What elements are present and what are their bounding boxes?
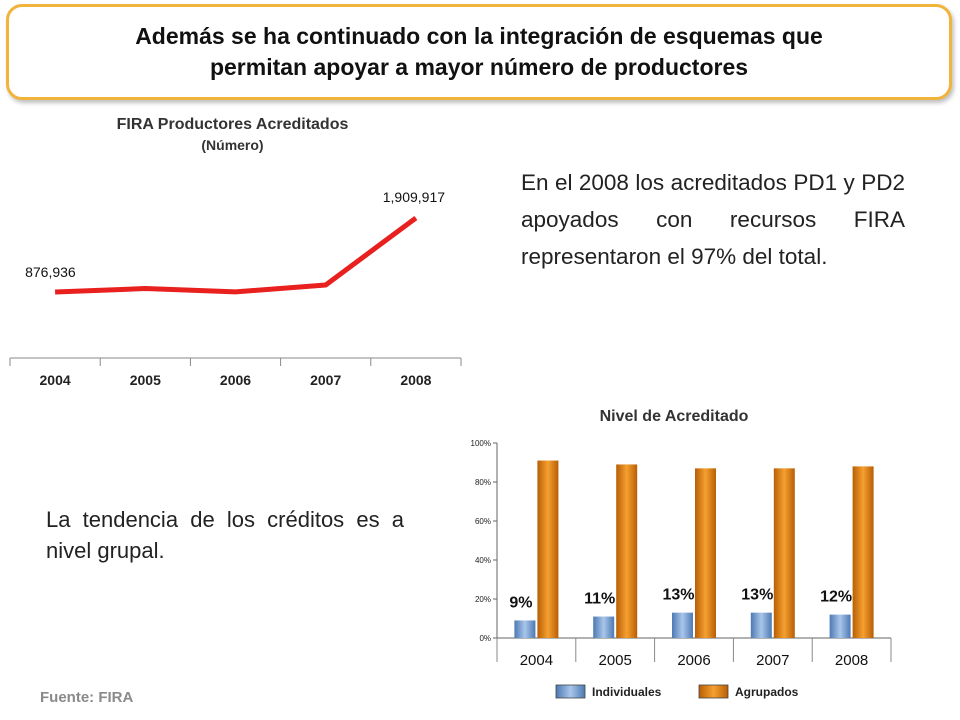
bar-agrupados — [852, 466, 874, 638]
bar-chart-y-tick-label: 100% — [471, 439, 491, 448]
line-chart-subtitle: (Número) — [201, 137, 264, 153]
bar-chart-y-tick-label: 0% — [479, 634, 491, 643]
legend-swatch — [555, 684, 586, 699]
bar-chart-tick-label: 2005 — [599, 652, 632, 669]
bar-data-label: 11% — [584, 591, 615, 608]
legend-label: Individuales — [592, 685, 662, 699]
bar-chart-y-tick-label: 60% — [475, 517, 491, 526]
bar-individuales — [750, 612, 772, 638]
bar-chart-title: Nivel de Acreditado — [599, 408, 749, 425]
bar-individuales — [829, 614, 851, 638]
line-chart-tick-label: 2007 — [310, 372, 341, 388]
legend-swatch — [698, 684, 729, 699]
bar-agrupados — [616, 464, 638, 638]
line-data-label: 1,909,917 — [383, 189, 445, 205]
headline-banner: Además se ha continuado con la integraci… — [6, 4, 952, 100]
source-note: Fuente: FIRA — [40, 689, 134, 706]
headline-line-1: Además se ha continuado con la integraci… — [135, 23, 823, 49]
bar-agrupados — [773, 468, 795, 638]
bar-individuales — [514, 620, 536, 638]
line-chart-tick-label: 2005 — [130, 372, 161, 388]
bar-data-label: 9% — [509, 594, 532, 611]
bar-agrupados — [537, 460, 559, 638]
bar-chart-tick-label: 2008 — [835, 652, 868, 669]
bar-agrupados — [695, 468, 716, 638]
bar-chart-y-tick-label: 20% — [475, 595, 491, 604]
line-chart-tick-label: 2006 — [220, 372, 251, 388]
line-chart-tick-label: 2008 — [400, 372, 431, 388]
bar-individuales — [593, 616, 615, 638]
bar-chart-tick-label: 2007 — [756, 652, 789, 669]
bar-data-label: 13% — [662, 587, 694, 604]
line-data-label: 876,936 — [25, 264, 76, 280]
line-chart-tick-label: 2004 — [40, 372, 71, 388]
bar-chart-tick-label: 2004 — [520, 652, 553, 669]
trend-paragraph: La tendencia de los créditos es a nivel … — [46, 507, 404, 563]
bar-data-label: 13% — [741, 587, 773, 604]
legend-label: Agrupados — [735, 685, 799, 699]
line-series — [55, 215, 418, 295]
bar-chart-y-tick-label: 80% — [475, 478, 491, 487]
line-chart-title: FIRA Productores Acreditados — [116, 116, 349, 133]
headline-line-2: permitan apoyar a mayor número de produc… — [209, 54, 749, 80]
summary-paragraph: En el 2008 los acreditados PD1 y PD2 apo… — [521, 170, 905, 269]
bar-individuales — [672, 612, 693, 638]
bar-data-label: 12% — [820, 589, 852, 606]
bar-chart-y-tick-label: 40% — [475, 556, 491, 565]
bar-chart-tick-label: 2006 — [677, 652, 710, 669]
